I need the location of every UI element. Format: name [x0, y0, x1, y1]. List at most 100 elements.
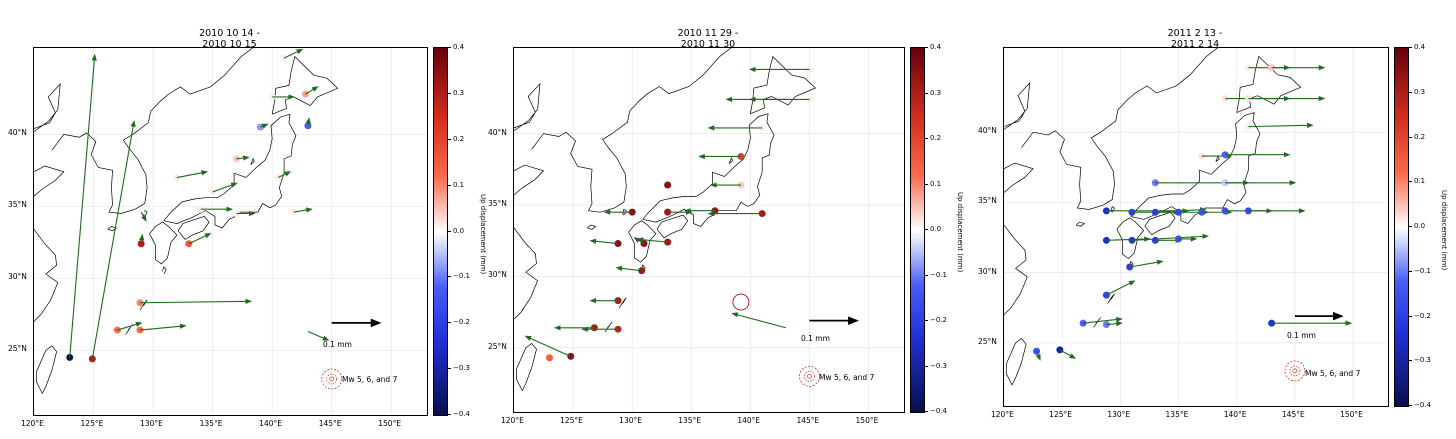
- displacement-arrow: [176, 170, 208, 179]
- y-tick-label: 25°N: [978, 336, 997, 346]
- grid: [34, 48, 427, 415]
- station-point: [628, 208, 636, 216]
- coastline: [728, 156, 734, 164]
- displacement-arrow: [91, 120, 136, 359]
- legend-symbol: [799, 365, 820, 387]
- colorbar-tick-label: −0.1: [1409, 266, 1431, 275]
- legend-label: Mw 5, 6, and 7: [342, 375, 398, 384]
- x-tick-label: 135°E: [678, 416, 702, 425]
- x-tick-label: 135°E: [199, 419, 223, 428]
- x-tick-label: 145°E: [1281, 410, 1305, 419]
- displacement-arrow: [139, 298, 253, 305]
- y-tick-label: 35°N: [488, 199, 507, 209]
- displacement-arrow: [1083, 316, 1123, 324]
- station-point: [1151, 236, 1159, 244]
- displacement-arrow: [636, 237, 668, 243]
- coastline: [604, 321, 613, 333]
- colorbar-tick-label: −0.4: [925, 407, 947, 415]
- colorbar-tick-label: 0.4: [447, 43, 465, 51]
- displacement-arrow: [140, 211, 147, 222]
- coastline: [656, 214, 689, 239]
- colorbar-tick-label: 0.4: [1408, 43, 1426, 51]
- coastline: [271, 55, 339, 115]
- displacement-arrow: [188, 233, 212, 245]
- station-point: [805, 65, 813, 73]
- title-line-2: 2010 10 15: [202, 39, 257, 50]
- colorbar-tick-label: 0.2: [1408, 132, 1426, 141]
- x-tick-label: 150°E: [855, 416, 879, 425]
- colorbar-tick-label: −0.2: [1409, 311, 1431, 320]
- coastline: [1130, 112, 1261, 224]
- colorbar-tick-label: −0.3: [925, 361, 947, 370]
- displacement-arrow: [69, 53, 97, 358]
- coastline: [107, 226, 117, 232]
- coastline: [36, 345, 57, 395]
- colorbar-label: Up displacement (mm): [956, 192, 964, 273]
- map-panel-2: 2010 11 29 - 2010 11 30 Up displacement …: [480, 0, 964, 439]
- station-point: [1175, 235, 1183, 243]
- coastline: [162, 266, 167, 275]
- coastline: [516, 343, 537, 392]
- colorbar-tick-label: 0.1: [924, 179, 942, 188]
- displacement-arrow: [293, 207, 313, 213]
- coastline: [750, 55, 817, 115]
- y-tick-label: 40°N: [488, 127, 507, 137]
- colorbar-tick-label: 0.0: [1408, 222, 1426, 230]
- coastline: [34, 229, 59, 322]
- x-tick-label: 130°E: [619, 416, 642, 425]
- displacement-arrow: [117, 321, 143, 331]
- x-tick-label: 135°E: [1165, 410, 1189, 419]
- x-tick-label: 140°E: [1223, 410, 1247, 419]
- colorbar-tick-label: 0.3: [447, 88, 465, 97]
- x-tick-label: 130°E: [140, 419, 163, 428]
- colorbar: [433, 47, 448, 416]
- y-tick-label: 25°N: [8, 344, 27, 354]
- panel-title: 2010 11 29 - 2010 11 30: [513, 28, 903, 50]
- colorbar-tick-label: 0.0: [924, 225, 942, 233]
- displacement-arrow: [1035, 351, 1041, 361]
- title-line-2: 2011 2 14: [1170, 39, 1220, 50]
- coastline: [1215, 155, 1220, 162]
- colorbar-tick-label: 0.3: [924, 88, 942, 97]
- coastline: [34, 83, 61, 132]
- coastline: [163, 113, 297, 229]
- station-point: [1151, 208, 1159, 216]
- map-canvas: [514, 48, 904, 412]
- coastline: [51, 48, 254, 214]
- displacement-arrow: [731, 312, 786, 329]
- colorbar-tick-label: −0.1: [448, 272, 470, 281]
- map-frame: [513, 47, 905, 413]
- coastline: [1093, 317, 1101, 328]
- colorbar-tick-label: 0.1: [1408, 177, 1426, 186]
- colorbar-tick-label: −0.4: [1409, 401, 1431, 409]
- title-line-1: 2011 2 13 -: [1167, 28, 1223, 39]
- coastline: [1110, 206, 1115, 213]
- panel-title: 2010 10 14 - 2010 10 15: [33, 28, 426, 50]
- colorbar-tick-label: 0.3: [1408, 87, 1426, 96]
- colorbar-tick-label: 0.2: [447, 134, 465, 143]
- y-tick-label: 30°N: [8, 272, 27, 282]
- y-tick-label: 30°N: [488, 270, 507, 280]
- colorbar-tick-label: −0.4: [448, 410, 470, 418]
- x-tick-label: 150°E: [1340, 410, 1363, 419]
- x-tick-label: 130°E: [1107, 410, 1131, 419]
- x-tick-label: 125°E: [560, 416, 583, 425]
- colorbar-tick-label: −0.1: [925, 270, 947, 279]
- coastline: [531, 48, 732, 213]
- displacement-arrow: [1106, 236, 1151, 242]
- coastline: [1004, 82, 1031, 130]
- colorbar-tick-label: −0.2: [448, 318, 470, 327]
- x-tick-label: 145°E: [796, 416, 820, 425]
- displacement-arrow: [305, 86, 319, 95]
- y-tick-label: 25°N: [488, 341, 507, 351]
- legend-label: Mw 5, 6, and 7: [1305, 369, 1361, 378]
- colorbar-tick-label: −0.3: [448, 364, 470, 373]
- displacement-arrow: [1129, 259, 1164, 268]
- coastline: [642, 113, 775, 227]
- y-tick-label: 40°N: [978, 126, 997, 136]
- colorbar-tick-label: −0.2: [925, 316, 947, 324]
- displacement-arrow: [139, 323, 187, 331]
- scale-label: 0.1 mm: [323, 340, 352, 349]
- station-point: [664, 181, 672, 189]
- displacement-arrow: [1106, 321, 1123, 327]
